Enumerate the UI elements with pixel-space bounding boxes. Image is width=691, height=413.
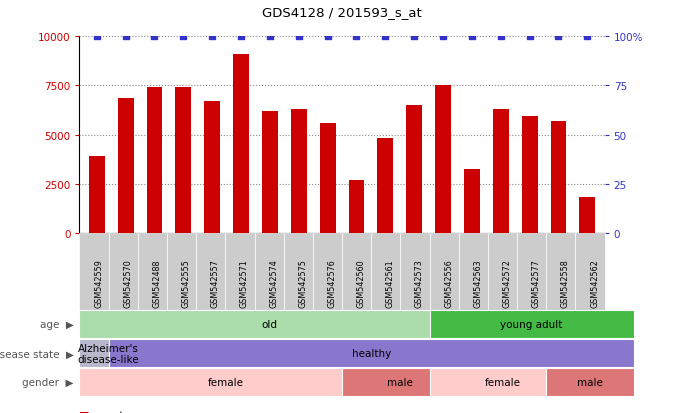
Point bbox=[524, 34, 535, 40]
Text: ■: ■ bbox=[79, 410, 90, 413]
Text: GSM542571: GSM542571 bbox=[240, 259, 249, 308]
Bar bbox=[205, 102, 220, 233]
Text: GSM542577: GSM542577 bbox=[531, 259, 540, 308]
Text: old: old bbox=[261, 320, 277, 330]
Text: GSM542555: GSM542555 bbox=[182, 259, 191, 308]
Text: GSM542560: GSM542560 bbox=[357, 259, 366, 308]
Text: GSM542574: GSM542574 bbox=[269, 259, 278, 308]
Text: GSM542561: GSM542561 bbox=[386, 259, 395, 308]
Bar bbox=[406, 106, 422, 233]
Bar bbox=[117, 99, 133, 233]
Point bbox=[120, 34, 131, 40]
Text: count: count bbox=[95, 410, 124, 413]
Bar bbox=[579, 197, 595, 233]
Bar bbox=[348, 180, 364, 233]
Point bbox=[495, 34, 507, 40]
Text: GDS4128 / 201593_s_at: GDS4128 / 201593_s_at bbox=[262, 6, 422, 19]
Text: GSM542562: GSM542562 bbox=[590, 259, 599, 308]
Text: GSM542557: GSM542557 bbox=[211, 259, 220, 308]
Text: female: female bbox=[207, 377, 243, 387]
Text: healthy: healthy bbox=[352, 349, 391, 358]
Bar bbox=[146, 88, 162, 233]
Bar bbox=[262, 112, 278, 233]
Bar bbox=[464, 170, 480, 233]
Point bbox=[380, 34, 391, 40]
Text: age  ▶: age ▶ bbox=[40, 320, 74, 330]
Point bbox=[553, 34, 564, 40]
Point bbox=[322, 34, 333, 40]
Text: male: male bbox=[388, 377, 413, 387]
Bar bbox=[291, 110, 307, 233]
Text: Alzheimer's
disease-like: Alzheimer's disease-like bbox=[78, 343, 140, 364]
Point bbox=[466, 34, 477, 40]
Text: GSM542563: GSM542563 bbox=[473, 259, 482, 308]
Bar bbox=[493, 110, 509, 233]
Text: male: male bbox=[577, 377, 603, 387]
Bar bbox=[551, 121, 567, 233]
Point bbox=[149, 34, 160, 40]
Bar bbox=[435, 86, 451, 233]
Text: GSM542558: GSM542558 bbox=[561, 259, 570, 308]
Text: GSM542572: GSM542572 bbox=[502, 259, 511, 308]
Text: GSM542559: GSM542559 bbox=[94, 259, 103, 308]
Point bbox=[91, 34, 102, 40]
Point bbox=[437, 34, 448, 40]
Text: disease state  ▶: disease state ▶ bbox=[0, 349, 74, 358]
Text: GSM542570: GSM542570 bbox=[123, 259, 132, 308]
Point bbox=[293, 34, 304, 40]
Bar bbox=[522, 116, 538, 233]
Point bbox=[408, 34, 419, 40]
Bar bbox=[233, 55, 249, 233]
Bar bbox=[320, 123, 336, 233]
Point bbox=[236, 34, 247, 40]
Point bbox=[582, 34, 593, 40]
Text: GSM542576: GSM542576 bbox=[328, 259, 337, 308]
Point bbox=[207, 34, 218, 40]
Text: GSM542575: GSM542575 bbox=[299, 259, 307, 308]
Point bbox=[351, 34, 362, 40]
Point bbox=[178, 34, 189, 40]
Bar bbox=[176, 88, 191, 233]
Bar bbox=[377, 138, 393, 233]
Bar bbox=[89, 157, 105, 233]
Point bbox=[265, 34, 276, 40]
Text: female: female bbox=[484, 377, 520, 387]
Text: gender  ▶: gender ▶ bbox=[22, 377, 74, 387]
Text: GSM542556: GSM542556 bbox=[444, 259, 453, 308]
Text: GSM542488: GSM542488 bbox=[153, 259, 162, 308]
Text: GSM542573: GSM542573 bbox=[415, 259, 424, 308]
Text: young adult: young adult bbox=[500, 320, 563, 330]
